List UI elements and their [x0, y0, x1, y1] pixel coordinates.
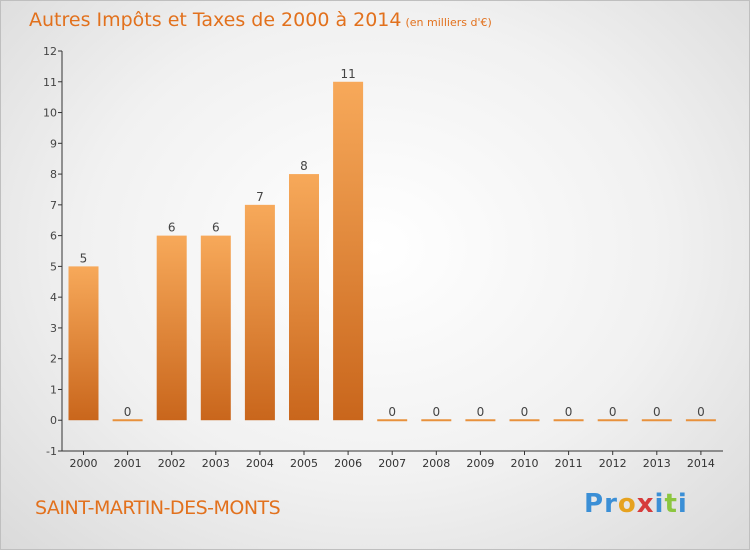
- y-tick-label: -1: [46, 445, 57, 458]
- x-tick-label: 2005: [290, 457, 318, 470]
- y-tick-label: 10: [43, 107, 57, 120]
- value-label: 6: [212, 221, 220, 235]
- value-label: 8: [300, 159, 308, 173]
- y-tick-label: 4: [50, 291, 57, 304]
- y-tick-label: 7: [50, 199, 57, 212]
- y-tick-label: 8: [50, 168, 57, 181]
- bar: [244, 204, 275, 421]
- y-tick-label: 6: [50, 230, 57, 243]
- x-tick-label: 2014: [687, 457, 715, 470]
- value-label: 0: [477, 405, 485, 419]
- logo-letter: P: [584, 489, 605, 519]
- x-tick-label: 2013: [643, 457, 671, 470]
- value-label: 6: [168, 221, 176, 235]
- bar: [333, 81, 364, 421]
- logo-letter: t: [664, 489, 678, 519]
- value-label: 0: [697, 405, 705, 419]
- bar: [289, 174, 319, 421]
- y-tick-label: 3: [50, 322, 57, 335]
- x-tick-label: 2006: [334, 457, 362, 470]
- y-tick-label: 9: [50, 137, 57, 150]
- logo-letter: x: [636, 489, 655, 519]
- y-tick-label: 1: [50, 383, 57, 396]
- proxiti-logo: Proxiti: [584, 489, 688, 519]
- y-tick-label: 12: [43, 45, 57, 58]
- value-label: 0: [388, 405, 396, 419]
- bar: [68, 266, 99, 421]
- x-tick-label: 2004: [246, 457, 274, 470]
- x-tick-label: 2008: [422, 457, 450, 470]
- value-label: 0: [124, 405, 132, 419]
- logo-letter: i: [654, 489, 665, 519]
- chart-unit: (en milliers d'€): [405, 16, 492, 29]
- value-label: 0: [565, 405, 573, 419]
- x-tick-label: 2010: [511, 457, 539, 470]
- value-label: 0: [609, 405, 617, 419]
- y-tick-label: 5: [50, 260, 57, 273]
- y-tick-label: 2: [50, 353, 57, 366]
- value-label: 0: [432, 405, 440, 419]
- value-label: 0: [521, 405, 529, 419]
- y-tick-label: 11: [43, 76, 57, 89]
- x-tick-label: 2003: [202, 457, 230, 470]
- x-tick-label: 2009: [466, 457, 494, 470]
- bar: [156, 235, 187, 421]
- value-label: 11: [340, 67, 355, 81]
- x-tick-label: 2012: [599, 457, 627, 470]
- chart-title-text: Autres Impôts et Taxes de 2000 à 2014: [29, 9, 402, 31]
- value-label: 5: [80, 251, 88, 265]
- x-tick-label: 2002: [158, 457, 186, 470]
- chart-title: Autres Impôts et Taxes de 2000 à 2014 (en…: [29, 9, 492, 31]
- y-tick-label: 0: [50, 414, 57, 427]
- x-tick-label: 2007: [378, 457, 406, 470]
- logo-letter: r: [604, 489, 618, 519]
- value-label: 0: [653, 405, 661, 419]
- x-tick-label: 2011: [555, 457, 583, 470]
- bar: [200, 235, 231, 421]
- x-tick-label: 2000: [70, 457, 98, 470]
- value-label: 7: [256, 190, 264, 204]
- logo-letter: i: [677, 489, 688, 519]
- x-tick-label: 2001: [114, 457, 142, 470]
- commune-name: SAINT-MARTIN-DES-MONTS: [35, 497, 281, 519]
- logo-letter: o: [617, 489, 637, 519]
